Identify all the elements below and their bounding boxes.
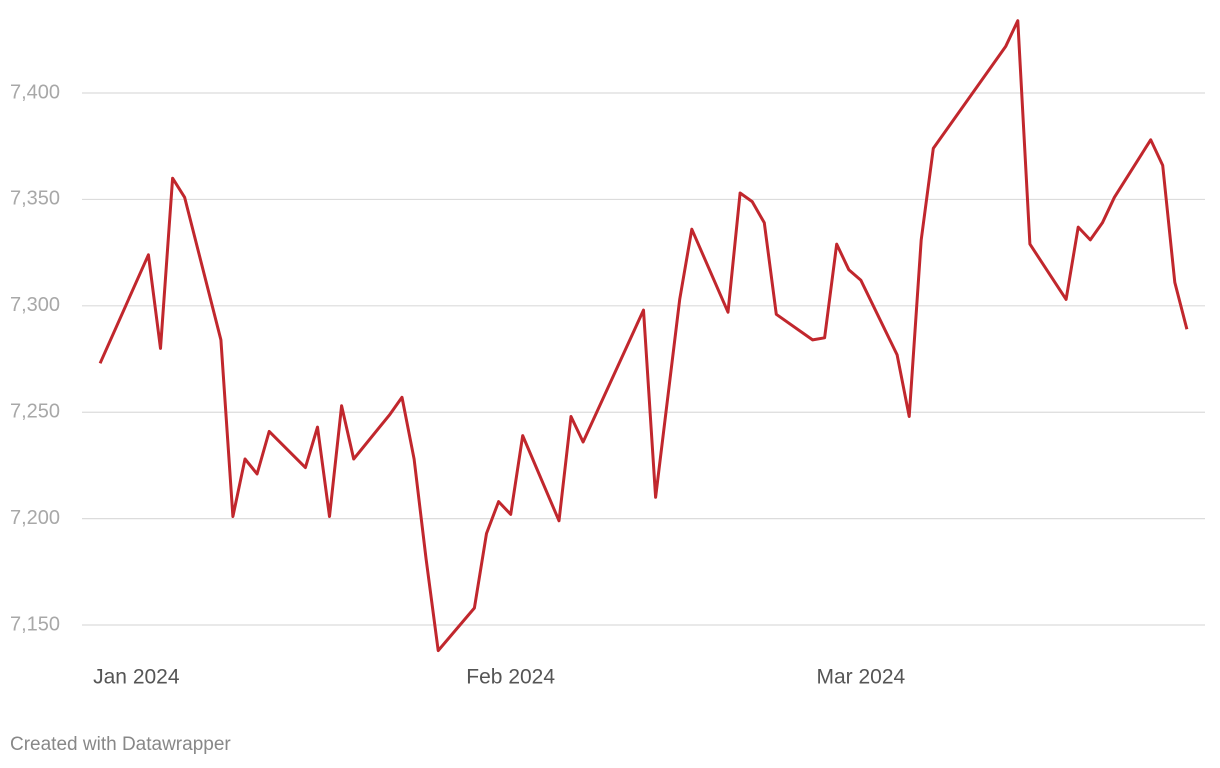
- line: [98, 19, 1189, 653]
- y-tick-label: 7,250: [10, 401, 60, 423]
- y-tick-label: 7,350: [10, 188, 60, 210]
- footer: Created with Datawrapper: [10, 734, 231, 755]
- x-tick-label: Jan 2024: [93, 666, 180, 689]
- y-tick-label: 7,300: [10, 294, 60, 316]
- x-tick-label: Mar 2024: [816, 666, 905, 689]
- y-tick-label: 7,400: [10, 81, 60, 103]
- y-tick-label: 7,200: [10, 507, 60, 529]
- x-tick-label: Feb 2024: [466, 666, 555, 689]
- y-tick-label: 7,150: [10, 613, 60, 635]
